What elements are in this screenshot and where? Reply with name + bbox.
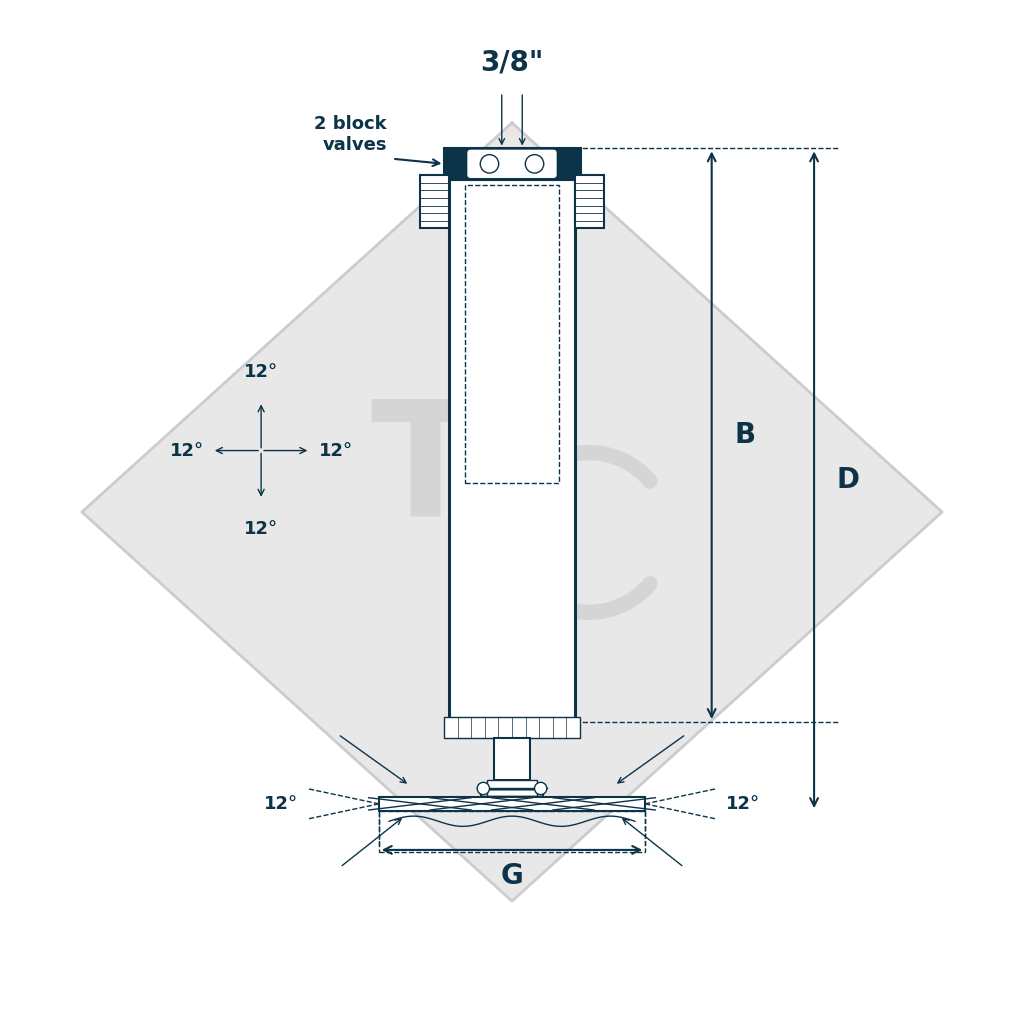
Bar — [449, 179, 575, 722]
Text: 3/8": 3/8" — [480, 49, 544, 77]
Text: 12°: 12° — [244, 362, 279, 381]
Bar — [444, 148, 580, 179]
FancyBboxPatch shape — [467, 150, 557, 179]
Polygon shape — [82, 123, 942, 901]
Bar — [420, 175, 449, 228]
Bar — [575, 175, 604, 228]
Bar — [379, 797, 645, 811]
Circle shape — [477, 782, 489, 795]
Circle shape — [525, 155, 544, 173]
Bar — [379, 811, 645, 852]
Text: B: B — [734, 421, 756, 450]
Circle shape — [480, 155, 499, 173]
Text: 2 block
valves: 2 block valves — [314, 115, 387, 154]
Text: 12°: 12° — [318, 441, 352, 460]
Text: 12°: 12° — [244, 520, 279, 539]
Text: 12°: 12° — [725, 795, 760, 813]
Text: 12°: 12° — [264, 795, 299, 813]
Bar — [444, 717, 580, 738]
Circle shape — [535, 782, 547, 795]
Text: G: G — [501, 862, 523, 890]
Text: 12°: 12° — [170, 441, 204, 460]
Text: T: T — [371, 393, 479, 549]
Bar — [465, 185, 559, 483]
Text: D: D — [837, 466, 859, 494]
Bar — [487, 780, 537, 797]
Polygon shape — [480, 790, 544, 797]
Bar — [494, 738, 530, 780]
